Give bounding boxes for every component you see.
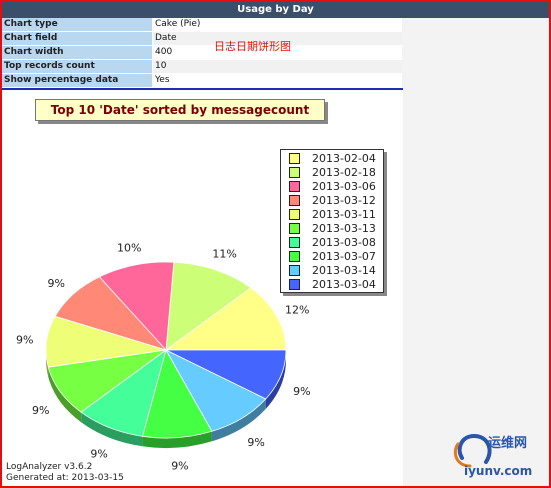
legend-label: 2013-03-14: [312, 263, 376, 277]
legend-item: 2013-03-07: [281, 249, 383, 263]
pie-percent-label: 12%: [285, 303, 309, 316]
property-row: Chart width 400: [2, 45, 402, 60]
pie-slice: [164, 287, 287, 351]
pie-percent-label: 10%: [117, 242, 141, 255]
property-value: Cake (Pie): [152, 18, 402, 32]
property-value: 400: [152, 45, 402, 60]
legend-item: 2013-03-11: [281, 207, 383, 221]
pie-chart: 12% 11% 10% 9% 9% 9% 9% 9% 9% 9%: [16, 242, 311, 473]
legend-label: 2013-03-12: [312, 193, 376, 207]
footer-version: LogAnalyzer v3.6.2: [6, 462, 93, 472]
pie-slice: [165, 349, 287, 400]
legend-item: 2013-02-04: [281, 151, 383, 165]
legend-swatch: [289, 278, 300, 290]
pie-slice: [98, 261, 175, 351]
pie-slice-side: [265, 350, 286, 409]
footer-generated: Generated at: 2013-03-15: [6, 473, 124, 483]
legend-swatch: [289, 194, 300, 206]
legend-item: 2013-03-13: [281, 221, 383, 235]
property-value: Date: [152, 31, 402, 46]
property-key: Chart type: [2, 18, 153, 32]
chart-footer: LogAnalyzer v3.6.2 Generated at: 2013-03…: [6, 462, 124, 484]
property-key: Chart field: [2, 31, 153, 46]
pie-percent-label: 9%: [32, 404, 49, 417]
property-row: Chart type Cake (Pie): [2, 18, 402, 32]
watermark-logo: 运维网 iyunv.com: [450, 430, 549, 484]
legend-swatch: [289, 166, 300, 178]
watermark-text: 运维网: [488, 436, 528, 451]
logo-swirl-icon: [453, 433, 492, 468]
legend-swatch: [289, 180, 300, 192]
property-key: Top records count: [2, 59, 153, 74]
chart-properties-table: Chart type Cake (Pie) Chart field Date C…: [2, 18, 402, 88]
legend-item: 2013-03-14: [281, 263, 383, 277]
pie-percent-label: 9%: [16, 334, 33, 347]
watermark-url: iyunv.com: [464, 464, 533, 478]
chart-legend: 2013-02-04 2013-02-18 2013-03-06 2013-03-12…: [280, 149, 384, 293]
legend-label: 2013-03-06: [312, 179, 376, 193]
property-value: 10: [152, 59, 402, 74]
legend-label: 2013-03-13: [312, 221, 376, 235]
property-key: Show percentage data: [2, 73, 153, 88]
legend-item: 2013-03-12: [281, 193, 383, 207]
property-key: Chart width: [2, 45, 153, 60]
right-pane: [403, 88, 549, 486]
pie-slice: [165, 261, 252, 351]
legend-label: 2013-03-08: [312, 235, 376, 249]
pie-slice-side: [48, 367, 82, 423]
divider: [2, 88, 403, 90]
legend-item: 2013-03-04: [281, 277, 383, 291]
property-row: Chart field Date: [2, 31, 402, 46]
chart-title: Top 10 'Date' sorted by messagecount: [35, 99, 325, 121]
legend-item: 2013-02-18: [281, 165, 383, 179]
pie-percent-label: 11%: [212, 247, 236, 260]
property-row: Top records count 10: [2, 59, 402, 74]
pie-percent-label: 9%: [293, 385, 310, 398]
legend-label: 2013-02-18: [312, 165, 376, 179]
legend-label: 2013-03-04: [312, 277, 376, 291]
legend-item: 2013-03-06: [281, 179, 383, 193]
pie-percent-label: 9%: [247, 436, 264, 449]
legend-swatch: [289, 236, 300, 248]
legend-swatch: [289, 152, 300, 164]
property-row: Show percentage data Yes: [2, 73, 402, 88]
pie-slice-side: [81, 412, 143, 447]
legend-label: 2013-02-04: [312, 151, 376, 165]
annotation-text: 日志日期饼形图: [214, 40, 291, 53]
legend-label: 2013-03-07: [312, 249, 376, 263]
legend-swatch: [289, 250, 300, 262]
legend-swatch: [289, 222, 300, 234]
chart-area: 12% 11% 10% 9% 9% 9% 9% 9% 9% 9% Top 10 'Date' so…: [2, 90, 403, 486]
report-title-bar: Usage by Day: [2, 2, 549, 18]
legend-item: 2013-03-08: [281, 235, 383, 249]
pie-percent-label: 9%: [171, 459, 188, 472]
legend-swatch: [289, 264, 300, 276]
pie-percent-label: 9%: [90, 447, 107, 460]
legend-swatch: [289, 208, 300, 220]
property-value: Yes: [152, 73, 402, 88]
legend-label: 2013-03-11: [312, 207, 376, 221]
pie-percent-label: 9%: [48, 277, 65, 290]
